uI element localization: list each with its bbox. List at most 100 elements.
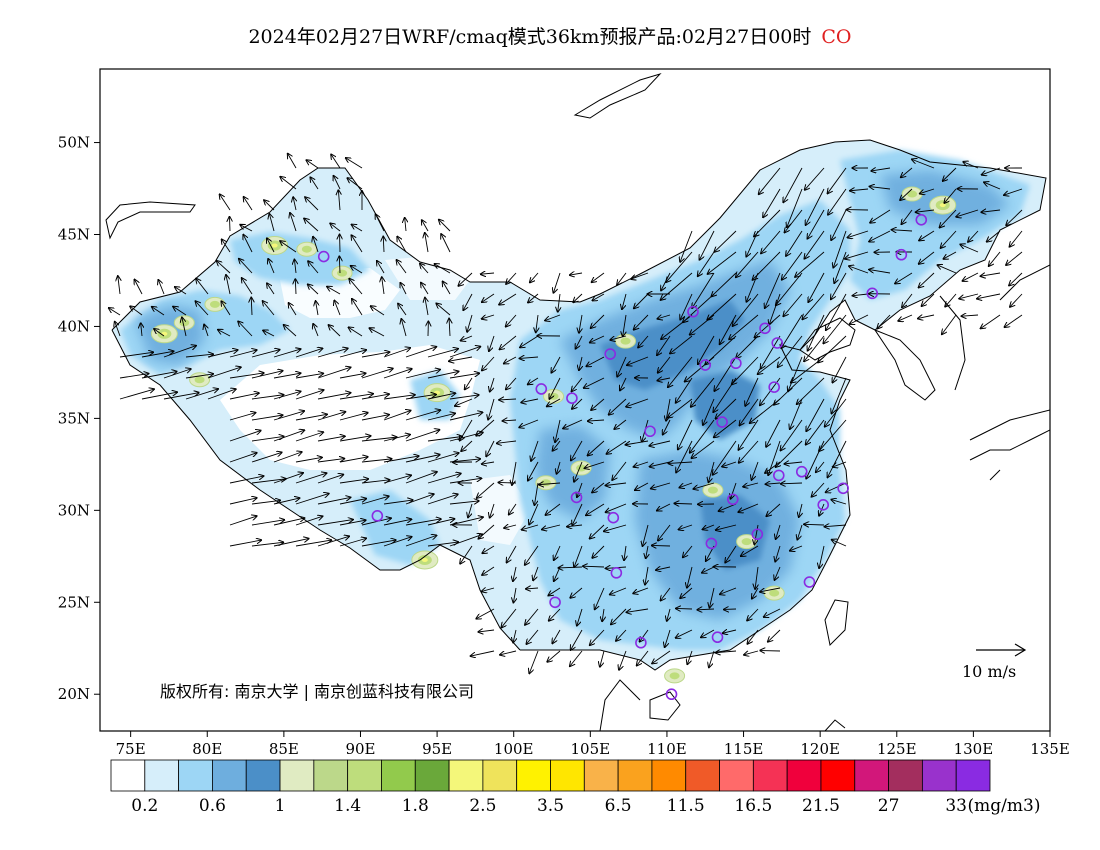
wind-vector [755,314,781,337]
city-marker [317,250,330,263]
wind-vector [722,461,737,467]
wind-vector [361,480,389,484]
wind-vector [576,335,583,349]
wind-vector [317,393,350,400]
colorbar-label: 33 [945,796,967,816]
wind-vector [339,350,366,358]
wind-vector [694,482,715,489]
page-title: 2024年02月27日WRF/cmaq模式36km预报产品:02月27日00时 C… [0,22,1100,49]
wind-vector [595,587,605,609]
wind-vector [482,356,495,370]
city-marker [759,322,771,335]
wind-vector [529,503,539,524]
wind-vector [109,308,121,316]
wind-vector [570,273,583,275]
wind-vector [185,374,213,379]
colorbar-swatch [786,759,822,792]
wind-vector [268,259,275,274]
wind-vector [520,357,539,358]
wind-vector [557,461,560,474]
wind-vector [754,209,781,236]
wind-vector [154,329,165,337]
wind-vector [141,351,173,358]
wind-vector [674,503,693,504]
wind-vector [708,251,737,274]
wind-vector [592,482,605,492]
wind-vector [781,314,803,348]
wind-vector [808,209,825,239]
wind-vector [506,314,517,327]
wind-vector [944,251,957,259]
wind-vector [692,272,715,308]
wind-vector [572,398,583,409]
x-tick-label: 90E [345,740,375,758]
wind-vector [776,440,803,467]
wind-vector [634,314,649,330]
wind-vector [371,306,385,316]
wind-vector [709,461,715,482]
wind-vector [849,266,869,274]
wind-vector [790,545,803,551]
wind-vector [449,478,481,484]
city-marker [371,510,384,522]
wind-vector [617,272,627,285]
wind-vector [775,566,781,580]
indochina-coast [599,679,641,731]
wind-vector [115,322,121,337]
wind-vector [942,314,957,334]
colorbar-swatch [110,759,146,792]
wind-vector [640,629,649,642]
wind-vector [229,540,261,547]
colorbar-label: 0.2 [131,796,158,816]
wind-vector [290,213,297,232]
wind-vector [981,314,1001,328]
wind-vector [577,482,583,497]
wind-vector [571,629,583,650]
wind-vector [584,377,605,388]
wind-vector [503,420,517,421]
wind-vector [141,392,177,400]
wind-vector [567,525,583,527]
wind-vector [528,461,539,480]
wind-vector [611,608,627,624]
wind-vector [163,346,196,358]
wind-vector [944,188,957,203]
wind-vector [669,462,693,463]
city-marker [772,469,785,482]
wind-vector [383,411,410,421]
wind-vector [539,483,561,485]
wind-vector [547,398,561,406]
wind-vector [295,279,296,295]
wind-vector [989,251,1001,266]
colorbar-swatch [752,759,788,792]
wind-vector [848,230,869,238]
city-marker [837,482,849,495]
colorbar-swatch [482,759,518,792]
wind-vector [940,209,957,227]
wind-vector [351,235,363,253]
field-gap-yunnan [470,475,530,545]
wind-vector [604,524,627,531]
wind-vector [449,319,450,337]
wind-vector [714,230,737,252]
wind-vector [590,629,605,645]
wind-vector [294,260,296,274]
wind-vector [668,398,693,418]
city-marker [866,287,879,300]
wind-vector [760,587,781,592]
wind-vector [869,230,891,242]
wind-vector [687,566,693,588]
wind-vector [871,168,891,171]
field-deep-hunan [700,495,770,570]
wind-vector [553,272,561,293]
wind-vector [289,303,297,316]
wind-vector [504,356,517,364]
wind-vector [766,483,781,484]
colorbar-swatch [651,759,687,792]
concentration-spot-core [301,245,312,253]
wind-vector [761,230,781,253]
wind-vector [665,629,671,647]
colorbar-swatch [617,759,653,792]
wind-vector [500,650,517,655]
wind-vector [251,436,284,442]
